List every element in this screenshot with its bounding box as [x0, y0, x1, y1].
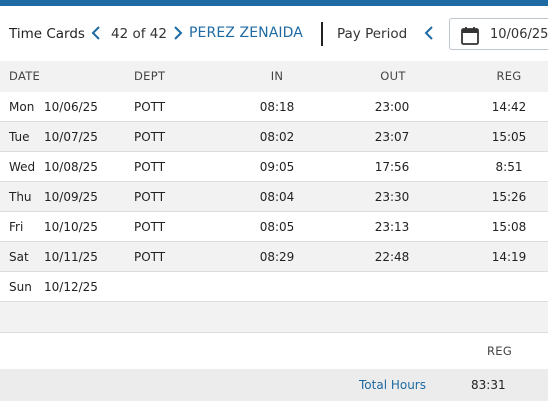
day-cell: Thu	[9, 190, 32, 204]
in-cell: 09:05	[259, 160, 295, 174]
date-cell: 10/10/25	[44, 220, 98, 234]
next-employee-button[interactable]	[171, 23, 185, 43]
table-row[interactable]: Thu 10/09/25 POTT 08:04 23:30 15:26	[0, 182, 548, 212]
chevron-left-icon	[91, 26, 100, 40]
total-hours-value: 83:31	[471, 378, 506, 392]
record-count: 42 of 42	[111, 26, 167, 42]
day-cell: Sat	[9, 250, 29, 264]
column-header-date: DATE	[9, 69, 41, 83]
reg-cell: 14:19	[491, 250, 527, 264]
pay-period-date-picker[interactable]: 10/06/25	[449, 18, 548, 50]
out-cell: 23:13	[374, 220, 410, 234]
reg-cell: 15:05	[491, 130, 527, 144]
time-card-table: Mon 10/06/25 POTT 08:18 23:00 14:42 Tue …	[0, 92, 548, 302]
prev-pay-period-button[interactable]	[422, 23, 436, 43]
column-header-dept: DEPT	[134, 69, 166, 83]
dept-cell: POTT	[134, 250, 166, 264]
dept-cell: POTT	[134, 220, 166, 234]
date-cell: 10/12/25	[44, 280, 98, 294]
day-cell: Sun	[9, 280, 32, 294]
date-cell: 10/06/25	[44, 100, 98, 114]
dept-cell: POTT	[134, 130, 166, 144]
chevron-left-icon	[424, 26, 433, 40]
table-header: DATE DEPT IN OUT REG	[0, 61, 548, 92]
time-card-header: Time Cards 42 of 42 PEREZ ZENAIDA Pay Pe…	[0, 6, 548, 61]
employee-name-link[interactable]: PEREZ ZENAIDA	[189, 25, 303, 41]
page-title: Time Cards	[9, 26, 85, 42]
table-spacer-row	[0, 302, 548, 333]
out-cell: 22:48	[374, 250, 410, 264]
dept-cell: POTT	[134, 190, 166, 204]
pay-period-label: Pay Period	[337, 26, 408, 42]
day-cell: Wed	[9, 160, 36, 174]
prev-employee-button[interactable]	[89, 23, 103, 43]
in-cell: 08:04	[259, 190, 295, 204]
total-hours-row: Total Hours 83:31	[0, 369, 548, 401]
column-header-in: IN	[270, 69, 284, 83]
dept-cell: POTT	[134, 100, 166, 114]
date-cell: 10/11/25	[44, 250, 98, 264]
in-cell: 08:29	[259, 250, 295, 264]
reg-cell: 15:26	[491, 190, 527, 204]
out-cell: 23:07	[374, 130, 410, 144]
date-cell: 10/07/25	[44, 130, 98, 144]
out-cell: 23:30	[374, 190, 410, 204]
out-cell: 23:00	[374, 100, 410, 114]
dept-cell: POTT	[134, 160, 166, 174]
date-cell: 10/09/25	[44, 190, 98, 204]
pay-period-date-value[interactable]: 10/06/25	[490, 27, 548, 42]
column-header-reg: REG	[496, 69, 522, 83]
header-divider	[321, 22, 323, 46]
in-cell: 08:02	[259, 130, 295, 144]
in-cell: 08:18	[259, 100, 295, 114]
reg-cell: 14:42	[491, 100, 527, 114]
calendar-icon[interactable]	[460, 26, 480, 46]
chevron-right-icon	[174, 26, 183, 40]
out-cell: 17:56	[374, 160, 410, 174]
table-row[interactable]: Sun 10/12/25	[0, 272, 548, 302]
table-row[interactable]: Mon 10/06/25 POTT 08:18 23:00 14:42	[0, 92, 548, 122]
date-cell: 10/08/25	[44, 160, 98, 174]
table-row[interactable]: Fri 10/10/25 POTT 08:05 23:13 15:08	[0, 212, 548, 242]
reg-cell: 15:08	[491, 220, 527, 234]
day-cell: Fri	[9, 220, 24, 234]
day-cell: Tue	[9, 130, 30, 144]
total-hours-label: Total Hours	[359, 378, 426, 392]
top-accent-bar	[0, 0, 548, 6]
reg-cell: 8:51	[495, 160, 523, 174]
column-header-out: OUT	[380, 69, 406, 83]
summary-header: REG	[0, 333, 548, 369]
in-cell: 08:05	[259, 220, 295, 234]
day-cell: Mon	[9, 100, 35, 114]
summary-reg-header: REG	[487, 344, 513, 358]
table-row[interactable]: Wed 10/08/25 POTT 09:05 17:56 8:51	[0, 152, 548, 182]
table-row[interactable]: Tue 10/07/25 POTT 08:02 23:07 15:05	[0, 122, 548, 152]
table-row[interactable]: Sat 10/11/25 POTT 08:29 22:48 14:19	[0, 242, 548, 272]
